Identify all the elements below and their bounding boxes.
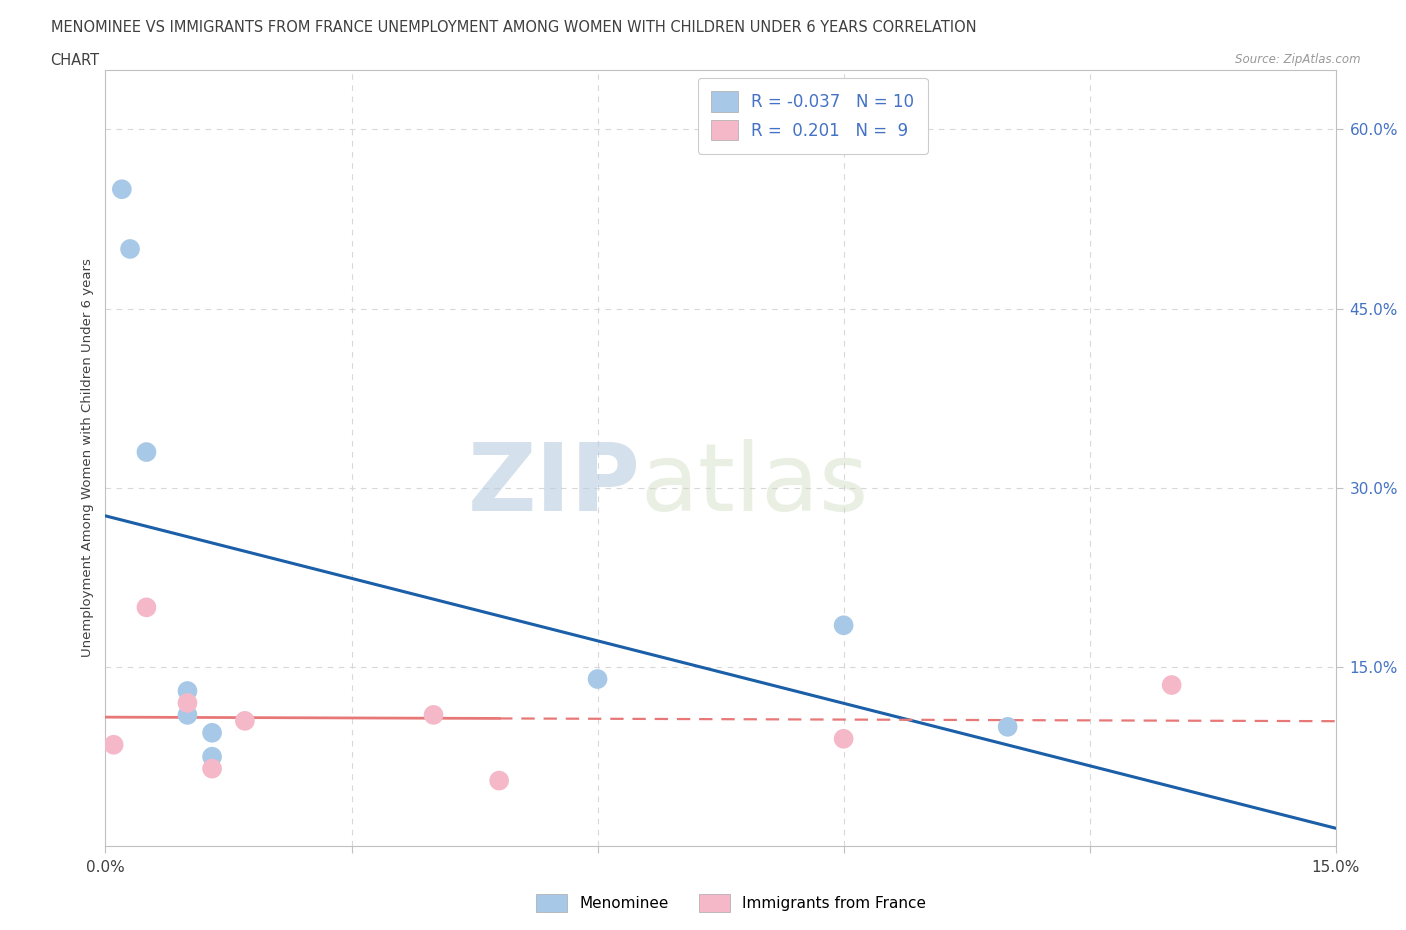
Text: Source: ZipAtlas.com: Source: ZipAtlas.com (1236, 53, 1361, 66)
Point (586, 671, 609, 686)
Legend: Menominee, Immigrants from France: Menominee, Immigrants from France (530, 888, 932, 918)
Y-axis label: Unemployment Among Women with Children Under 6 years: Unemployment Among Women with Children U… (82, 259, 94, 658)
Point (201, 725, 224, 740)
Point (233, 713, 256, 728)
Text: atlas: atlas (641, 439, 869, 531)
Point (422, 708, 444, 723)
Point (201, 761, 224, 776)
Point (120, 242, 141, 257)
Text: CHART: CHART (51, 53, 100, 68)
Point (176, 684, 198, 698)
Point (103, 737, 125, 752)
Legend: R = -0.037   N = 10, R =  0.201   N =  9: R = -0.037 N = 10, R = 0.201 N = 9 (697, 78, 928, 153)
Text: MENOMINEE VS IMMIGRANTS FROM FRANCE UNEMPLOYMENT AMONG WOMEN WITH CHILDREN UNDER: MENOMINEE VS IMMIGRANTS FROM FRANCE UNEM… (51, 20, 976, 35)
Point (176, 696, 198, 711)
Text: ZIP: ZIP (468, 439, 641, 531)
Point (201, 750, 224, 764)
Point (997, 720, 1019, 735)
Point (135, 445, 157, 459)
Point (135, 600, 157, 615)
Point (111, 181, 134, 196)
Point (832, 731, 855, 746)
Point (832, 618, 855, 632)
Point (488, 773, 510, 788)
Point (1160, 678, 1182, 693)
Point (176, 708, 198, 723)
